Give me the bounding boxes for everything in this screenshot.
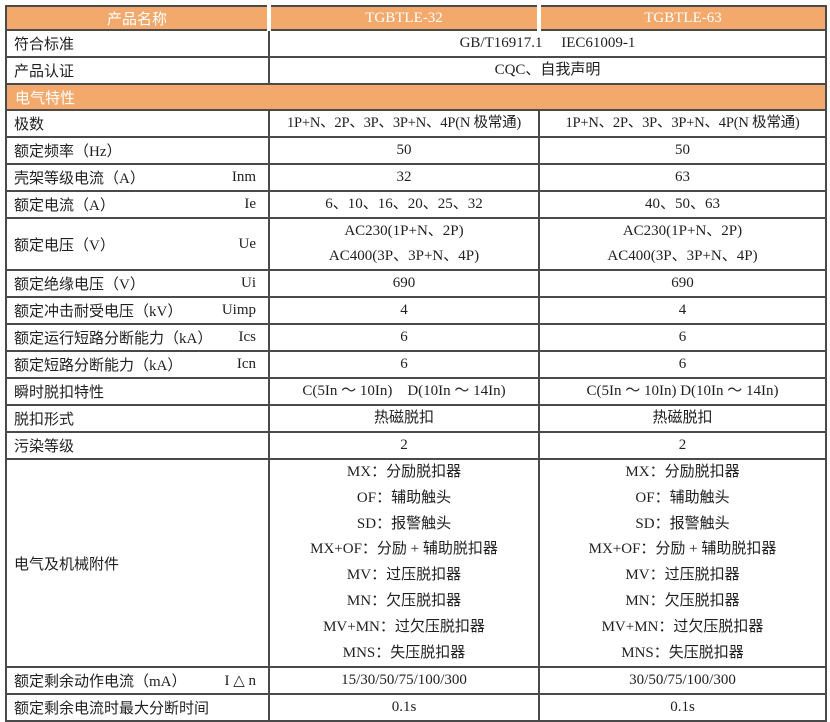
residual-current-value-63: 30/50/75/100/300 [538,666,827,696]
impulse-voltage-label: 额定冲击耐受电压（kV） [14,304,183,320]
header-product-name: 产品名称 [5,5,270,31]
insulation-voltage-value-32: 690 [268,269,540,298]
row-frequency: 额定频率（Hz） 50 50 [5,136,827,165]
row-poles: 极数 1P+N、2P、3P、3P+N、4P(N 极常通) 1P+N、2P、3P、… [5,109,827,138]
ultimate-breaking-label: 额定短路分断能力（kA） [14,358,183,374]
ultimate-breaking-symbol: Icn [236,356,256,372]
impulse-voltage-symbol: Uimp [221,302,256,318]
accessories-value-32: MX：分励脱扣器 OF：辅助触头 SD：报警触头 MX+OF：分励 + 辅助脱扣… [268,457,540,669]
frequency-value-32: 50 [268,136,540,165]
rated-current-symbol: Ie [244,196,256,212]
insulation-voltage-symbol: Ui [241,275,256,291]
breaking-time-value-63: 0.1s [538,693,827,722]
trip-type-value-63: 热磁脱扣 [538,404,827,433]
row-pollution-degree: 污染等级 2 2 [5,431,827,460]
row-certification: 产品认证 CQC、自我声明 [5,56,827,85]
pollution-degree-value-32: 2 [268,431,540,460]
row-rated-voltage: 额定电压（V） Ue AC230(1P+N、2P) AC400(3P、3P+N、… [5,217,827,271]
row-service-breaking: 额定运行短路分断能力（kA） Ics 6 6 [5,323,827,352]
row-rated-current: 额定电流（A） Ie 6、10、16、20、25、32 40、50、63 [5,190,827,219]
row-frame-current: 壳架等级电流（A） Inm 32 63 [5,163,827,192]
service-breaking-label: 额定运行短路分断能力（kA） [14,331,213,347]
ultimate-breaking-value-63: 6 [538,350,827,379]
row-ultimate-breaking: 额定短路分断能力（kA） Icn 6 6 [5,350,827,379]
frame-current-value-32: 32 [268,163,540,192]
row-insulation-voltage: 额定绝缘电压（V） Ui 690 690 [5,269,827,298]
impulse-voltage-value-32: 4 [268,296,540,325]
frame-current-label: 壳架等级电流（A） [14,171,145,187]
frequency-label: 额定频率（Hz） [5,136,270,165]
product-spec-table: 产品名称 TGBTLE-32 TGBTLE-63 符合标准 GB/T16917.… [5,5,827,722]
rated-current-value-63: 40、50、63 [538,190,827,219]
standards-value: GB/T16917.1 IEC61009-1 [268,29,827,58]
poles-value-32: 1P+N、2P、3P、3P+N、4P(N 极常通) [268,109,540,138]
accessories-value-63: MX：分励脱扣器 OF：辅助触头 SD：报警触头 MX+OF：分励 + 辅助脱扣… [538,457,827,669]
insulation-voltage-value-63: 690 [538,269,827,298]
poles-label: 极数 [5,109,270,138]
row-instantaneous-trip: 瞬时脱扣特性 C(5In ～ 10In) D(10In ～ 14In) C(5I… [5,377,827,406]
pollution-degree-label: 污染等级 [5,431,270,460]
product-spec-sheet: 产品名称 TGBTLE-32 TGBTLE-63 符合标准 GB/T16917.… [5,5,827,722]
trip-type-value-32: 热磁脱扣 [268,404,540,433]
certification-value: CQC、自我声明 [268,56,827,85]
rated-voltage-value-63: AC230(1P+N、2P) AC400(3P、3P+N、4P) [538,217,827,271]
frame-current-value-63: 63 [538,163,827,192]
ultimate-breaking-value-32: 6 [268,350,540,379]
impulse-voltage-value-63: 4 [538,296,827,325]
row-impulse-voltage: 额定冲击耐受电压（kV） Uimp 4 4 [5,296,827,325]
rated-voltage-symbol: Ue [238,235,257,252]
instantaneous-trip-label: 瞬时脱扣特性 [5,377,270,406]
accessories-label: 电气及机械附件 [5,457,270,669]
service-breaking-symbol: Ics [238,329,257,345]
service-breaking-value-63: 6 [538,323,827,352]
rated-current-label: 额定电流（A） [14,198,115,214]
frequency-value-63: 50 [538,136,827,165]
rated-current-value-32: 6、10、16、20、25、32 [268,190,540,219]
header-model-tgbtle32: TGBTLE-32 [267,5,540,31]
residual-current-value-32: 15/30/50/75/100/300 [268,666,540,696]
residual-current-label: 额定剩余动作电流（mA） [14,674,187,691]
row-standards: 符合标准 GB/T16917.1 IEC61009-1 [5,29,827,58]
section-electrical-title: 电气特性 [5,83,827,111]
insulation-voltage-label: 额定绝缘电压（V） [14,277,145,293]
service-breaking-value-32: 6 [268,323,540,352]
rated-voltage-value-32: AC230(1P+N、2P) AC400(3P、3P+N、4P) [268,217,540,271]
row-breaking-time: 额定剩余电流时最大分断时间 0.1s 0.1s [5,693,827,722]
instantaneous-trip-value-63: C(5In ～ 10In) D(10In ～ 14In) [538,377,827,406]
frame-current-symbol: Inm [231,169,256,185]
row-section-electrical: 电气特性 [5,83,827,111]
trip-type-label: 脱扣形式 [5,404,270,433]
row-residual-current: 额定剩余动作电流（mA） I △ n 15/30/50/75/100/300 3… [5,666,827,696]
breaking-time-label: 额定剩余电流时最大分断时间 [5,693,270,722]
pollution-degree-value-63: 2 [538,431,827,460]
header-model-tgbtle63: TGBTLE-63 [537,5,827,31]
table-header-row: 产品名称 TGBTLE-32 TGBTLE-63 [5,5,827,31]
poles-value-63: 1P+N、2P、3P、3P+N、4P(N 极常通) [538,109,827,138]
rated-voltage-label: 额定电压（V） [14,237,115,254]
residual-current-symbol: I △ n [224,673,256,690]
standards-label: 符合标准 [5,29,270,58]
breaking-time-value-32: 0.1s [268,693,540,722]
certification-label: 产品认证 [5,56,270,85]
row-trip-type: 脱扣形式 热磁脱扣 热磁脱扣 [5,404,827,433]
row-accessories: 电气及机械附件 MX：分励脱扣器 OF：辅助触头 SD：报警触头 MX+OF：分… [5,457,827,669]
instantaneous-trip-value-32: C(5In ～ 10In) D(10In ～ 14In) [268,377,540,406]
